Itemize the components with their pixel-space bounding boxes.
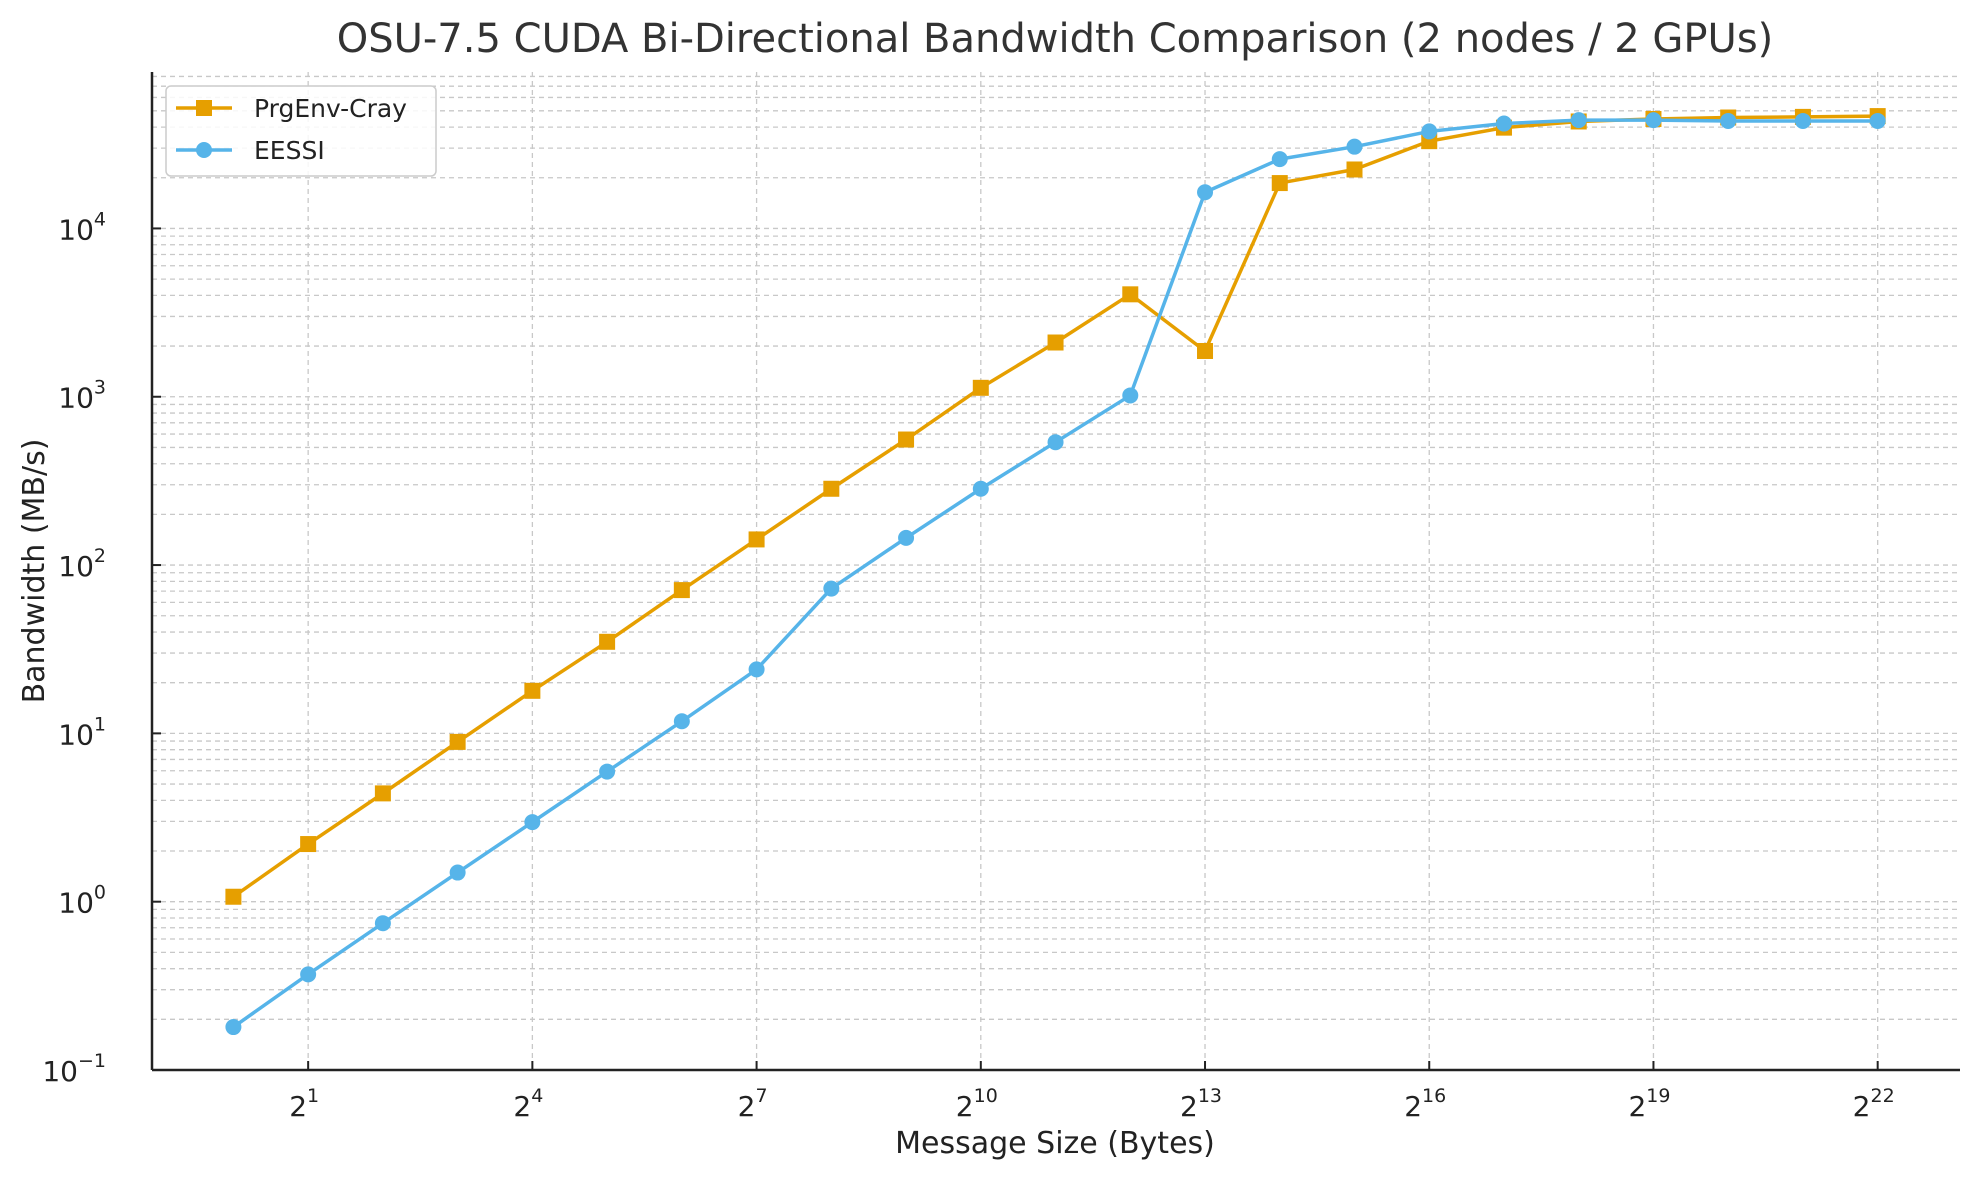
y-tick-label: 104	[58, 208, 106, 246]
x-tick-exponent: 10	[974, 1085, 998, 1107]
axes	[150, 72, 1960, 1072]
y-tick-label: 103	[58, 377, 106, 415]
x-tick-exponent: 7	[755, 1085, 767, 1107]
data-point	[748, 531, 765, 548]
grid	[152, 72, 1960, 1071]
data-point	[374, 785, 391, 802]
data-point	[673, 582, 690, 599]
data-point	[300, 836, 317, 853]
x-tick-exponent: 19	[1646, 1085, 1670, 1107]
y-tick-label: 102	[58, 545, 106, 583]
data-point	[1122, 286, 1139, 303]
legend-box	[165, 85, 437, 177]
legend-label: EESSI	[254, 136, 325, 165]
x-tick-exponent: 13	[1198, 1085, 1222, 1107]
series-line-prgenv-cray	[232, 114, 1878, 899]
x-axis-label: Message Size (Bytes)	[895, 1126, 1215, 1161]
data-point	[1197, 342, 1214, 359]
y-tick-label: 100	[58, 882, 106, 920]
data-point	[1720, 112, 1737, 129]
data-point	[225, 888, 242, 905]
data-point	[1047, 334, 1064, 351]
data-point	[1047, 434, 1064, 451]
data-point	[823, 580, 840, 597]
data-point	[1869, 112, 1886, 129]
data-point	[1122, 387, 1139, 404]
legend: PrgEnv-Cray EESSI	[165, 85, 437, 177]
y-tick-exponent: 1	[94, 713, 106, 735]
y-tick-exponent: 0	[94, 882, 106, 904]
data-point	[449, 733, 466, 750]
data-point	[1570, 112, 1587, 129]
data-point	[1271, 175, 1288, 192]
data-point	[1346, 138, 1363, 155]
x-tick-label: 27	[738, 1085, 768, 1123]
x-tick-exponent: 22	[1870, 1085, 1894, 1107]
data-point	[225, 1019, 242, 1036]
series-line-eessi	[232, 118, 1878, 1029]
data-point	[449, 864, 466, 881]
x-tick-label: 213	[1180, 1085, 1222, 1123]
data-point	[1271, 151, 1288, 168]
x-tick-exponent: 4	[531, 1085, 543, 1107]
data-point	[673, 713, 690, 730]
x-tick-label: 219	[1628, 1085, 1670, 1123]
x-tick-label: 21	[289, 1085, 319, 1123]
x-tick-exponent: 16	[1422, 1085, 1446, 1107]
x-tick-exponent: 1	[307, 1085, 319, 1107]
y-tick-label: 10−1	[42, 1050, 106, 1088]
data-point	[898, 431, 915, 448]
data-point	[823, 480, 840, 497]
y-tick-exponent: 3	[94, 377, 106, 399]
data-point	[1794, 112, 1811, 129]
x-tick-label: 210	[956, 1085, 998, 1123]
y-tick-label: 101	[58, 713, 106, 751]
x-tick-label: 216	[1404, 1085, 1446, 1123]
y-axis-label: Bandwidth (MB/s)	[17, 439, 52, 704]
data-point	[300, 966, 317, 983]
y-tick-exponent: 4	[94, 208, 106, 230]
data-point	[1346, 161, 1363, 178]
data-point	[1495, 115, 1512, 132]
data-point	[1645, 112, 1662, 129]
data-point	[972, 480, 989, 497]
x-tick-label: 222	[1853, 1085, 1895, 1123]
data-point	[599, 763, 616, 780]
data-point	[599, 633, 616, 650]
x-tick-label: 24	[513, 1085, 543, 1123]
legend-marker-circle	[196, 142, 212, 158]
y-tick-exponent: −1	[78, 1050, 106, 1072]
data-point	[748, 661, 765, 678]
data-point	[524, 682, 541, 699]
data-point	[374, 915, 391, 932]
data-point	[1421, 123, 1438, 140]
legend-marker-square	[196, 100, 212, 116]
y-tick-exponent: 2	[94, 545, 106, 567]
data-point	[972, 379, 989, 396]
data-point	[1197, 184, 1214, 201]
legend-label: PrgEnv-Cray	[254, 94, 407, 123]
series-group	[225, 108, 1886, 1036]
data-point	[524, 814, 541, 831]
data-point	[898, 529, 915, 546]
chart-title: OSU-7.5 CUDA Bi-Directional Bandwidth Co…	[337, 16, 1774, 62]
